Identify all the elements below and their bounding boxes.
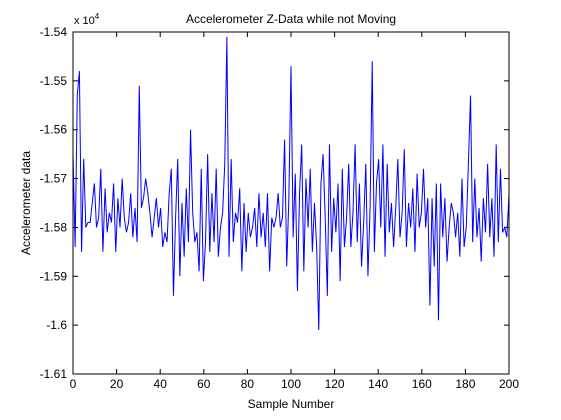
x-tick-label: 140 xyxy=(368,377,388,391)
x-tick-label: 40 xyxy=(154,377,168,391)
y-tick-label: -1.58 xyxy=(40,220,68,234)
x-tick-label: 20 xyxy=(110,377,124,391)
x-tick-label: 60 xyxy=(197,377,211,391)
x-tick-label: 200 xyxy=(499,377,519,391)
y-exponent-power: 4 xyxy=(95,12,100,21)
x-tick-label: 160 xyxy=(412,377,432,391)
y-exponent-base: x 10 xyxy=(74,15,95,27)
y-tick-label: -1.59 xyxy=(40,269,68,283)
y-tick-label: -1.55 xyxy=(40,74,68,88)
x-axis-label: Sample Number xyxy=(248,397,335,411)
x-tick-label: 120 xyxy=(325,377,345,391)
x-axis-ticks: 0 20 40 60 80 100 120 140 160 180 200 xyxy=(70,32,519,391)
y-axis-label: Accelerometer data xyxy=(19,151,33,255)
x-tick-label: 80 xyxy=(241,377,255,391)
plot-frame xyxy=(72,31,510,375)
y-tick-label: -1.6 xyxy=(46,318,67,332)
chart-title: Accelerometer Z-Data while not Moving xyxy=(186,12,396,26)
x-tick-label: 100 xyxy=(281,377,301,391)
y-tick-label: -1.54 xyxy=(40,25,68,39)
y-tick-label: -1.57 xyxy=(40,172,68,186)
x-tick-label: 0 xyxy=(70,377,77,391)
y-exponent-label: x 104 xyxy=(74,12,100,27)
y-tick-label: -1.56 xyxy=(40,123,68,137)
y-axis-ticks: -1.61 -1.6 -1.59 -1.58 -1.57 -1.56 -1.55 -1.54 xyxy=(40,25,509,381)
x-tick-label: 180 xyxy=(455,377,475,391)
data-series-line xyxy=(72,36,510,331)
y-tick-label: -1.61 xyxy=(40,367,68,381)
